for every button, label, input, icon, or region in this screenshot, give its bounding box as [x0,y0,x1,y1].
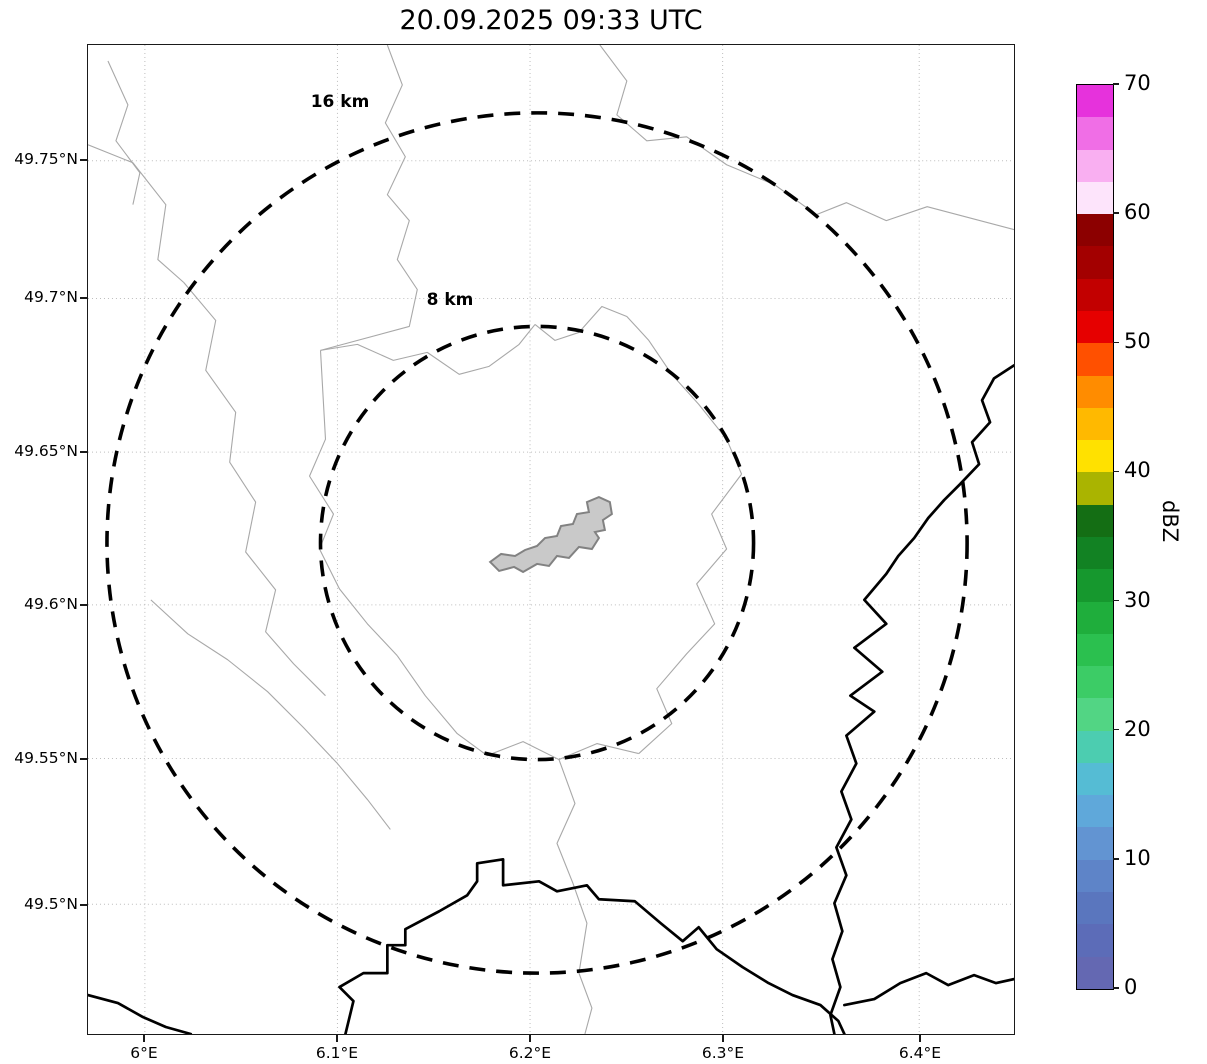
southeast-border [843,971,1014,1007]
colorbar-segment [1077,730,1113,763]
x-tick-mark [919,1035,921,1042]
colorbar-segment [1077,569,1113,602]
colorbar-segment [1077,698,1113,731]
range-ring-8km [318,324,756,762]
colorbar-segment [1077,310,1113,344]
colorbar-segment [1077,278,1113,311]
east-river-border [829,364,1014,1034]
ring-label-8km: 8 km [426,290,474,310]
admin-boundary-lines [88,45,1014,1034]
colorbar-segment [1077,666,1113,699]
colorbar-segment [1077,117,1113,150]
x-tick-mark [722,1035,724,1042]
colorbar-segment [1077,181,1113,215]
colorbar-tick-label: 10 [1124,845,1151,870]
y-tick-label: 49.7°N [24,288,78,306]
colorbar-segment [1077,440,1113,473]
colorbar-segment [1077,924,1113,957]
colorbar-gradient [1076,84,1114,990]
colorbar-segment [1077,892,1113,925]
colorbar-tick-mark [1113,858,1119,860]
y-tick-mark [80,159,87,161]
y-tick-mark [80,451,87,453]
colorbar-tick-label: 20 [1124,716,1151,741]
x-tick-mark [143,1035,145,1042]
x-tick-mark [529,1035,531,1042]
x-tick-label: 6.2°E [508,1044,552,1062]
colorbar-segment [1077,504,1113,537]
south-border [338,858,846,1034]
map-canvas [88,45,1014,1034]
y-tick-label: 49.75°N [14,150,78,168]
colorbar-tick-mark [1113,987,1119,989]
colorbar-segment [1077,85,1113,118]
x-tick-label: 6.4°E [898,1044,942,1062]
colorbar-segment [1077,536,1113,570]
colorbar-segment [1077,633,1113,667]
colorbar-tick-mark [1113,83,1119,85]
x-tick-mark [336,1035,338,1042]
ring-label-16km: 16 km [310,92,370,112]
colorbar-tick-label: 0 [1124,975,1138,999]
x-tick-label: 6.3°E [701,1044,745,1062]
colorbar-segment [1077,246,1113,279]
colorbar-segment [1077,472,1113,505]
colorbar-tick-label: 40 [1124,458,1151,483]
y-tick-mark [80,904,87,906]
y-tick-mark [80,297,87,299]
colorbar-segment [1077,762,1113,796]
y-tick-label: 49.65°N [14,442,78,460]
colorbar-segment [1077,859,1113,893]
colorbar-segment [1077,601,1113,634]
country-border-lines [88,364,1014,1034]
figure-title: 20.09.2025 09:33 UTC [399,5,703,36]
colorbar-segment [1077,214,1113,247]
colorbar-tick-label: 70 [1124,71,1151,95]
map-plot-area [87,44,1015,1035]
colorbar-tick-mark [1113,470,1119,473]
y-tick-mark [80,758,87,760]
colorbar-tick-mark [1113,728,1119,731]
y-tick-mark [80,604,87,606]
colorbar-tick-label: 50 [1124,329,1151,354]
colorbar-tick-label: 30 [1124,587,1151,612]
colorbar-segment [1077,375,1113,408]
city-area-polygon [488,495,613,574]
y-tick-label: 49.6°N [24,595,78,613]
range-ring-16km [105,111,969,975]
southwest-border [88,993,193,1034]
colorbar-axis-label: dBZ [1158,500,1182,543]
colorbar-segment [1077,149,1113,182]
x-tick-label: 6°E [130,1044,158,1062]
y-tick-label: 49.55°N [14,749,78,767]
y-tick-label: 49.5°N [24,895,78,913]
colorbar-tick-mark [1113,599,1119,602]
colorbar-segment [1077,795,1113,828]
colorbar-tick-mark [1113,212,1119,214]
colorbar-segment [1077,343,1113,376]
colorbar-tick-mark [1113,341,1119,344]
colorbar-segment [1077,956,1113,989]
x-tick-label: 6.1°E [315,1044,359,1062]
colorbar-segment [1077,407,1113,441]
colorbar-tick-label: 60 [1124,200,1151,225]
colorbar-segment [1077,827,1113,860]
